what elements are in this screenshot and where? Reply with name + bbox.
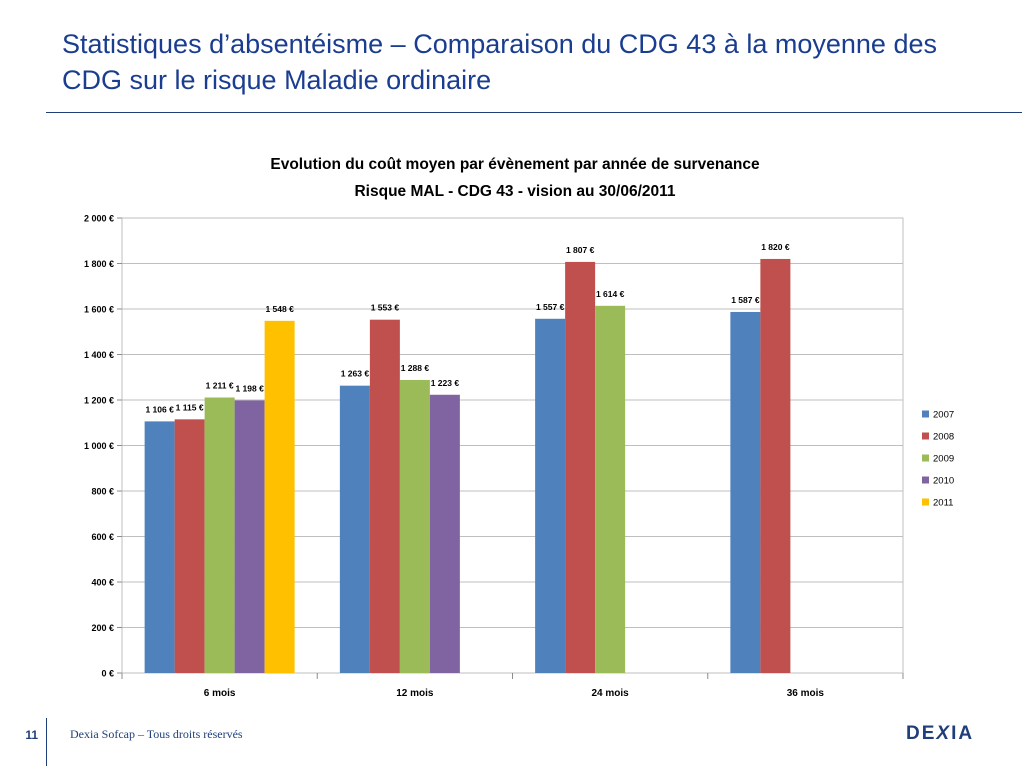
data-label: 1 263 € xyxy=(341,369,370,379)
bar xyxy=(264,320,295,673)
chart-title-line-2: Risque MAL - CDG 43 - vision au 30/06/20… xyxy=(354,183,675,200)
y-tick-label: 0 € xyxy=(101,669,114,679)
data-label: 1 587 € xyxy=(731,295,760,305)
x-tick-label: 36 mois xyxy=(787,688,825,699)
page-number: 11 xyxy=(25,728,38,742)
x-tick-label: 6 mois xyxy=(204,688,236,699)
y-tick-label: 800 € xyxy=(91,487,114,497)
bar xyxy=(234,400,265,673)
bar xyxy=(535,318,566,673)
x-tick-label: 12 mois xyxy=(396,688,434,699)
legend-swatch xyxy=(922,498,929,506)
bar xyxy=(429,394,460,673)
bar xyxy=(369,319,400,673)
bar xyxy=(565,261,596,673)
y-tick-label: 1 800 € xyxy=(84,259,114,269)
legend-swatch xyxy=(922,410,929,418)
logo-x-mark: X xyxy=(936,723,952,744)
y-tick-label: 2 000 € xyxy=(84,214,114,224)
bar xyxy=(595,305,626,673)
data-label: 1 557 € xyxy=(536,302,565,312)
legend-swatch xyxy=(922,476,929,484)
y-tick-label: 1 000 € xyxy=(84,441,114,451)
bar xyxy=(144,421,175,673)
logo-text-suffix: IA xyxy=(951,723,975,744)
slide-title: Statistiques d’absentéisme – Comparaison… xyxy=(62,29,937,95)
legend-label: 2007 xyxy=(933,410,954,421)
legend-label: 2009 xyxy=(933,454,954,465)
x-tick-label: 24 mois xyxy=(592,688,630,699)
data-label: 1 548 € xyxy=(265,304,294,314)
legend-label: 2010 xyxy=(933,476,954,487)
y-tick-label: 1 400 € xyxy=(84,350,114,360)
title-divider xyxy=(46,112,1022,113)
data-label: 1 288 € xyxy=(401,363,430,373)
footer-divider xyxy=(46,718,47,766)
legend-label: 2011 xyxy=(933,498,953,509)
y-tick-label: 400 € xyxy=(91,578,114,588)
data-label: 1 115 € xyxy=(176,402,204,412)
data-label: 1 820 € xyxy=(761,242,790,252)
y-tick-label: 600 € xyxy=(91,532,114,542)
legend-label: 2008 xyxy=(933,432,954,443)
chart-legend: 2007 2008 2009 2010 2011 xyxy=(922,410,954,509)
data-label: 1 211 € xyxy=(206,380,234,390)
bar xyxy=(399,379,430,673)
plot-area: 0 € 200 € 400 € 600 € 800 € 1 000 € 1 200 € 1 4… xyxy=(84,214,904,699)
data-label: 1 106 € xyxy=(145,404,174,414)
data-label: 1 223 € xyxy=(431,378,460,388)
footer-copyright: Dexia Sofcap – Tous droits réservés xyxy=(70,727,243,741)
bar xyxy=(204,397,235,673)
data-label: 1 807 € xyxy=(566,245,595,255)
data-label: 1 553 € xyxy=(371,303,400,313)
logo-text-prefix: DE xyxy=(906,723,937,744)
y-tick-label: 200 € xyxy=(91,623,114,633)
bar xyxy=(760,258,791,673)
chart-title-line-1: Evolution du coût moyen par évènement pa… xyxy=(270,156,760,173)
y-tick-label: 1 200 € xyxy=(84,396,114,406)
bar xyxy=(339,385,370,673)
y-tick-label: 1 600 € xyxy=(84,305,114,315)
data-label: 1 614 € xyxy=(596,289,625,299)
bar xyxy=(174,419,205,673)
dexia-logo: DE X IA xyxy=(906,720,974,748)
bar xyxy=(730,311,761,673)
legend-swatch xyxy=(922,454,929,462)
data-label: 1 198 € xyxy=(235,383,264,393)
legend-swatch xyxy=(922,432,929,440)
